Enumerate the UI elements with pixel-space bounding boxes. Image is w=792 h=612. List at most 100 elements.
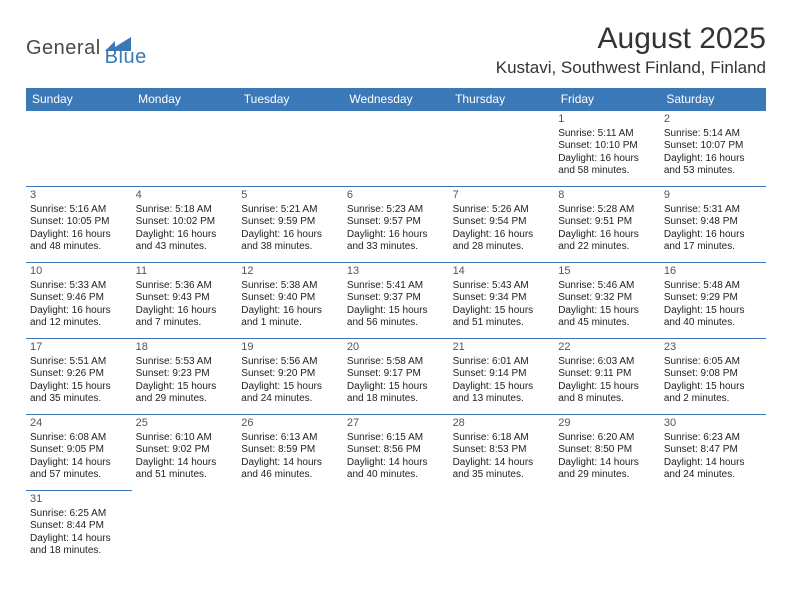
- day-number: 31: [30, 493, 128, 507]
- cell-sunset: Sunset: 8:44 PM: [30, 520, 128, 533]
- calendar-cell: [237, 491, 343, 567]
- calendar-cell: 14Sunrise: 5:43 AMSunset: 9:34 PMDayligh…: [449, 263, 555, 339]
- day-number: 4: [136, 189, 234, 203]
- cell-sunset: Sunset: 9:17 PM: [347, 368, 445, 381]
- cell-sunset: Sunset: 9:32 PM: [558, 292, 656, 305]
- cell-daylight2: and 58 minutes.: [558, 165, 656, 178]
- day-number: 17: [30, 341, 128, 355]
- calendar-cell: 25Sunrise: 6:10 AMSunset: 9:02 PMDayligh…: [132, 415, 238, 491]
- day-number: 10: [30, 265, 128, 279]
- cell-sunrise: Sunrise: 6:01 AM: [453, 356, 551, 369]
- calendar-cell: 12Sunrise: 5:38 AMSunset: 9:40 PMDayligh…: [237, 263, 343, 339]
- calendar-cell: [660, 491, 766, 567]
- cell-sunrise: Sunrise: 5:31 AM: [664, 204, 762, 217]
- cell-daylight2: and 24 minutes.: [241, 393, 339, 406]
- day-number: 21: [453, 341, 551, 355]
- cell-sunset: Sunset: 9:11 PM: [558, 368, 656, 381]
- day-header: Monday: [132, 88, 238, 111]
- day-number: 2: [664, 113, 762, 127]
- cell-daylight2: and 43 minutes.: [136, 241, 234, 254]
- cell-sunset: Sunset: 9:23 PM: [136, 368, 234, 381]
- cell-daylight2: and 7 minutes.: [136, 317, 234, 330]
- calendar-cell: 16Sunrise: 5:48 AMSunset: 9:29 PMDayligh…: [660, 263, 766, 339]
- calendar-cell: 4Sunrise: 5:18 AMSunset: 10:02 PMDayligh…: [132, 187, 238, 263]
- day-number: 27: [347, 417, 445, 431]
- cell-daylight2: and 38 minutes.: [241, 241, 339, 254]
- day-number: 13: [347, 265, 445, 279]
- cell-daylight1: Daylight: 14 hours: [30, 457, 128, 470]
- logo-text-blue: Blue: [105, 46, 147, 69]
- cell-sunrise: Sunrise: 5:46 AM: [558, 280, 656, 293]
- calendar-cell: [237, 111, 343, 187]
- calendar-cell: 5Sunrise: 5:21 AMSunset: 9:59 PMDaylight…: [237, 187, 343, 263]
- cell-sunrise: Sunrise: 6:03 AM: [558, 356, 656, 369]
- cell-sunset: Sunset: 9:57 PM: [347, 216, 445, 229]
- calendar-cell: 9Sunrise: 5:31 AMSunset: 9:48 PMDaylight…: [660, 187, 766, 263]
- day-number: 18: [136, 341, 234, 355]
- cell-sunrise: Sunrise: 5:18 AM: [136, 204, 234, 217]
- calendar-cell: 13Sunrise: 5:41 AMSunset: 9:37 PMDayligh…: [343, 263, 449, 339]
- day-number: 7: [453, 189, 551, 203]
- calendar-cell: 20Sunrise: 5:58 AMSunset: 9:17 PMDayligh…: [343, 339, 449, 415]
- calendar-row: 24Sunrise: 6:08 AMSunset: 9:05 PMDayligh…: [26, 415, 766, 491]
- calendar-row: 31Sunrise: 6:25 AMSunset: 8:44 PMDayligh…: [26, 491, 766, 567]
- cell-daylight1: Daylight: 16 hours: [136, 305, 234, 318]
- cell-sunset: Sunset: 9:48 PM: [664, 216, 762, 229]
- cell-daylight2: and 35 minutes.: [30, 393, 128, 406]
- cell-daylight1: Daylight: 16 hours: [664, 229, 762, 242]
- cell-sunset: Sunset: 10:05 PM: [30, 216, 128, 229]
- cell-sunrise: Sunrise: 6:18 AM: [453, 432, 551, 445]
- cell-sunset: Sunset: 10:10 PM: [558, 140, 656, 153]
- cell-daylight1: Daylight: 14 hours: [136, 457, 234, 470]
- calendar-cell: [554, 491, 660, 567]
- cell-daylight1: Daylight: 14 hours: [664, 457, 762, 470]
- cell-sunset: Sunset: 9:37 PM: [347, 292, 445, 305]
- cell-daylight1: Daylight: 15 hours: [241, 381, 339, 394]
- cell-sunset: Sunset: 8:50 PM: [558, 444, 656, 457]
- calendar-cell: 7Sunrise: 5:26 AMSunset: 9:54 PMDaylight…: [449, 187, 555, 263]
- cell-sunrise: Sunrise: 5:36 AM: [136, 280, 234, 293]
- cell-sunset: Sunset: 9:46 PM: [30, 292, 128, 305]
- cell-daylight1: Daylight: 16 hours: [664, 153, 762, 166]
- cell-daylight2: and 2 minutes.: [664, 393, 762, 406]
- cell-sunset: Sunset: 10:07 PM: [664, 140, 762, 153]
- calendar-cell: 11Sunrise: 5:36 AMSunset: 9:43 PMDayligh…: [132, 263, 238, 339]
- cell-sunrise: Sunrise: 6:25 AM: [30, 508, 128, 521]
- calendar-cell: 29Sunrise: 6:20 AMSunset: 8:50 PMDayligh…: [554, 415, 660, 491]
- calendar-cell: 10Sunrise: 5:33 AMSunset: 9:46 PMDayligh…: [26, 263, 132, 339]
- cell-sunset: Sunset: 9:59 PM: [241, 216, 339, 229]
- calendar-page: General Blue August 2025 Kustavi, Southw…: [0, 0, 792, 589]
- cell-daylight1: Daylight: 16 hours: [453, 229, 551, 242]
- calendar-cell: 26Sunrise: 6:13 AMSunset: 8:59 PMDayligh…: [237, 415, 343, 491]
- day-number: 3: [30, 189, 128, 203]
- day-number: 24: [30, 417, 128, 431]
- cell-sunset: Sunset: 9:40 PM: [241, 292, 339, 305]
- calendar-row: 17Sunrise: 5:51 AMSunset: 9:26 PMDayligh…: [26, 339, 766, 415]
- cell-daylight2: and 13 minutes.: [453, 393, 551, 406]
- cell-sunset: Sunset: 9:08 PM: [664, 368, 762, 381]
- cell-sunrise: Sunrise: 6:20 AM: [558, 432, 656, 445]
- header-row: General Blue August 2025 Kustavi, Southw…: [26, 22, 766, 78]
- logo: General Blue: [26, 28, 147, 69]
- cell-daylight2: and 12 minutes.: [30, 317, 128, 330]
- cell-sunset: Sunset: 8:47 PM: [664, 444, 762, 457]
- cell-daylight1: Daylight: 16 hours: [347, 229, 445, 242]
- cell-sunrise: Sunrise: 6:13 AM: [241, 432, 339, 445]
- calendar-cell: [343, 111, 449, 187]
- cell-daylight1: Daylight: 16 hours: [136, 229, 234, 242]
- cell-daylight2: and 22 minutes.: [558, 241, 656, 254]
- day-header: Wednesday: [343, 88, 449, 111]
- cell-daylight2: and 40 minutes.: [347, 469, 445, 482]
- cell-daylight2: and 29 minutes.: [136, 393, 234, 406]
- day-header: Tuesday: [237, 88, 343, 111]
- day-number: 22: [558, 341, 656, 355]
- cell-sunset: Sunset: 10:02 PM: [136, 216, 234, 229]
- day-number: 20: [347, 341, 445, 355]
- cell-sunset: Sunset: 9:43 PM: [136, 292, 234, 305]
- day-header-row: Sunday Monday Tuesday Wednesday Thursday…: [26, 88, 766, 111]
- cell-daylight1: Daylight: 15 hours: [453, 381, 551, 394]
- cell-sunrise: Sunrise: 5:23 AM: [347, 204, 445, 217]
- calendar-cell: 24Sunrise: 6:08 AMSunset: 9:05 PMDayligh…: [26, 415, 132, 491]
- cell-daylight1: Daylight: 16 hours: [30, 229, 128, 242]
- cell-sunrise: Sunrise: 6:05 AM: [664, 356, 762, 369]
